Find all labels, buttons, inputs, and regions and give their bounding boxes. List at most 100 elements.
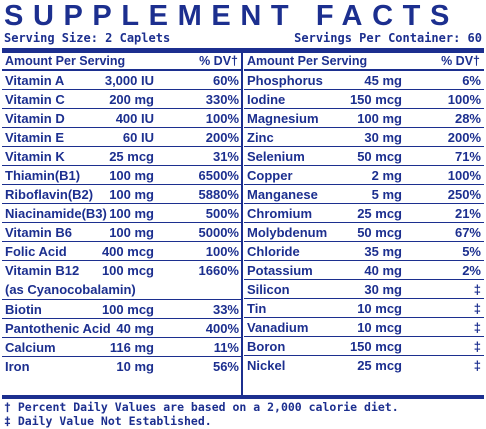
nutrient-amount: 100 mg bbox=[109, 168, 154, 183]
nutrient-row: Vanadium 10 mcg ‡ bbox=[244, 318, 484, 337]
right-column-header: Amount Per Serving % DV† bbox=[244, 53, 484, 71]
column-divider bbox=[241, 53, 243, 395]
nutrient-amount: 25 mcg bbox=[357, 206, 402, 221]
nutrient-name: Silicon bbox=[247, 282, 290, 297]
nutrient-daily-value: ‡ bbox=[473, 339, 481, 354]
nutrient-daily-value: 2% bbox=[462, 263, 481, 278]
bottom-divider bbox=[2, 395, 484, 399]
nutrient-name: Vitamin D bbox=[5, 111, 65, 126]
nutrient-daily-value: 33% bbox=[212, 302, 239, 317]
nutrient-name: Magnesium bbox=[247, 111, 319, 126]
nutrient-name: Manganese bbox=[247, 187, 318, 202]
serving-size: Serving Size: 2 Caplets bbox=[4, 31, 171, 45]
nutrient-name: Boron bbox=[247, 339, 286, 354]
left-column-header: Amount Per Serving % DV† bbox=[2, 53, 242, 71]
nutrient-row: Magnesium 100 mg 28% bbox=[244, 109, 484, 128]
nutrient-row: Iodine 150 mcg 100% bbox=[244, 90, 484, 109]
nutrient-row: Iron 10 mg 56% bbox=[2, 357, 242, 376]
nutrient-amount: 45 mg bbox=[364, 73, 402, 88]
nutrient-amount: 50 mcg bbox=[357, 149, 402, 164]
nutrient-daily-value: ‡ bbox=[473, 301, 481, 316]
nutrient-name: Vitamin K bbox=[5, 149, 65, 164]
nutrient-amount: 100 mcg bbox=[101, 263, 154, 278]
nutrient-daily-value: 5000% bbox=[198, 225, 239, 240]
nutrient-amount: 100 mg bbox=[109, 187, 154, 202]
right-nutrient-column: Amount Per Serving % DV† Phosphorus 45 mg… bbox=[244, 53, 484, 375]
amount-per-serving-label: Amount Per Serving bbox=[5, 54, 126, 68]
nutrient-name: Calcium bbox=[5, 340, 56, 355]
nutrient-amount: 10 mcg bbox=[357, 320, 402, 335]
nutrient-name: Iodine bbox=[247, 92, 286, 107]
nutrient-row: Vitamin D 400 IU 100% bbox=[2, 109, 242, 128]
nutrient-name: Vitamin C bbox=[5, 92, 65, 107]
nutrient-name: Pantothenic Acid bbox=[5, 321, 111, 336]
nutrient-daily-value: 28% bbox=[454, 111, 481, 126]
nutrient-name: Nickel bbox=[247, 358, 286, 373]
nutrient-name: Molybdenum bbox=[247, 225, 328, 240]
nutrient-row: Copper 2 mg 100% bbox=[244, 166, 484, 185]
nutrient-row: Vitamin B6 100 mg 5000% bbox=[2, 223, 242, 242]
nutrient-amount: 100 mg bbox=[357, 111, 402, 126]
nutrient-row: Chloride 35 mg 5% bbox=[244, 242, 484, 261]
nutrient-daily-value: 200% bbox=[447, 130, 481, 145]
nutrient-row: Thiamin(B1) 100 mg 6500% bbox=[2, 166, 242, 185]
nutrient-name: Vitamin B6 bbox=[5, 225, 72, 240]
nutrient-amount: 25 mcg bbox=[109, 149, 154, 164]
nutrient-row: Potassium 40 mg 2% bbox=[244, 261, 484, 280]
nutrient-daily-value: 100% bbox=[205, 111, 239, 126]
nutrient-amount: 400 mcg bbox=[101, 244, 154, 259]
nutrient-amount: 35 mg bbox=[364, 244, 402, 259]
nutrient-amount: 10 mg bbox=[116, 359, 154, 374]
nutrient-name: Phosphorus bbox=[247, 73, 323, 88]
nutrient-amount: 2 mg bbox=[371, 168, 402, 183]
top-divider bbox=[2, 48, 484, 53]
nutrient-amount: 400 IU bbox=[115, 111, 154, 126]
nutrient-daily-value: 400% bbox=[205, 321, 239, 336]
nutrient-name: Niacinamide(B3) bbox=[5, 206, 107, 221]
nutrient-amount: 30 mg bbox=[364, 130, 402, 145]
nutrient-amount: 116 mg bbox=[109, 340, 154, 355]
nutrient-name: Riboflavin(B2) bbox=[5, 187, 94, 202]
nutrient-row: Chromium 25 mcg 21% bbox=[244, 204, 484, 223]
nutrient-daily-value: 60% bbox=[212, 73, 239, 88]
nutrient-daily-value: 11% bbox=[213, 340, 239, 355]
nutrient-amount: 100 mg bbox=[109, 225, 154, 240]
nutrient-source: (as Cyanocobalamin) bbox=[5, 282, 136, 297]
nutrient-row: Riboflavin(B2) 100 mg 5880% bbox=[2, 185, 242, 204]
left-nutrient-column: Amount Per Serving % DV† Vitamin A 3,000 … bbox=[2, 53, 242, 376]
nutrient-daily-value: 5% bbox=[462, 244, 481, 259]
nutrient-row: Biotin 100 mcg 33% bbox=[2, 300, 242, 319]
footnote-daily-value: † Percent Daily Values are based on a 2,… bbox=[4, 400, 399, 414]
nutrient-row: Pantothenic Acid 40 mg 400% bbox=[2, 319, 242, 338]
nutrient-row: Vitamin C 200 mg 330% bbox=[2, 90, 242, 109]
nutrient-row: Manganese 5 mg 250% bbox=[244, 185, 484, 204]
amount-per-serving-label: Amount Per Serving bbox=[247, 54, 368, 68]
nutrient-row: Molybdenum 50 mcg 67% bbox=[244, 223, 484, 242]
nutrient-amount: 3,000 IU bbox=[104, 73, 154, 88]
nutrient-row: Nickel 25 mcg ‡ bbox=[244, 356, 484, 375]
nutrient-row: Calcium 116 mg 11% bbox=[2, 338, 242, 357]
nutrient-name: Folic Acid bbox=[5, 244, 67, 259]
nutrient-daily-value: 250% bbox=[447, 187, 481, 202]
nutrient-amount: 150 mcg bbox=[349, 92, 402, 107]
nutrient-daily-value: 31% bbox=[212, 149, 239, 164]
nutrient-daily-value: ‡ bbox=[473, 320, 481, 335]
nutrient-row: Silicon 30 mg ‡ bbox=[244, 280, 484, 299]
nutrient-name: Biotin bbox=[5, 302, 42, 317]
nutrient-name: Iron bbox=[5, 359, 30, 374]
servings-per-container: Servings Per Container: 60 bbox=[294, 31, 482, 45]
panel-title: SUPPLEMENT FACTS bbox=[4, 0, 459, 32]
daily-value-label: % DV† bbox=[199, 54, 238, 68]
nutrient-row: Vitamin B12 (as Cyanocobalamin) 100 mcg 166… bbox=[2, 261, 242, 300]
nutrient-name: Chromium bbox=[247, 206, 312, 221]
nutrient-amount: 100 mcg bbox=[101, 302, 154, 317]
nutrient-name: Chloride bbox=[247, 244, 300, 259]
nutrient-name: Selenium bbox=[247, 149, 305, 164]
nutrient-row: Zinc 30 mg 200% bbox=[244, 128, 484, 147]
nutrient-amount: 60 IU bbox=[122, 130, 154, 145]
nutrient-amount: 40 mg bbox=[116, 321, 154, 336]
nutrient-daily-value: 330% bbox=[205, 92, 239, 107]
nutrient-amount: 10 mcg bbox=[357, 301, 402, 316]
nutrient-name: Thiamin(B1) bbox=[5, 168, 81, 183]
nutrient-daily-value: 100% bbox=[447, 92, 481, 107]
